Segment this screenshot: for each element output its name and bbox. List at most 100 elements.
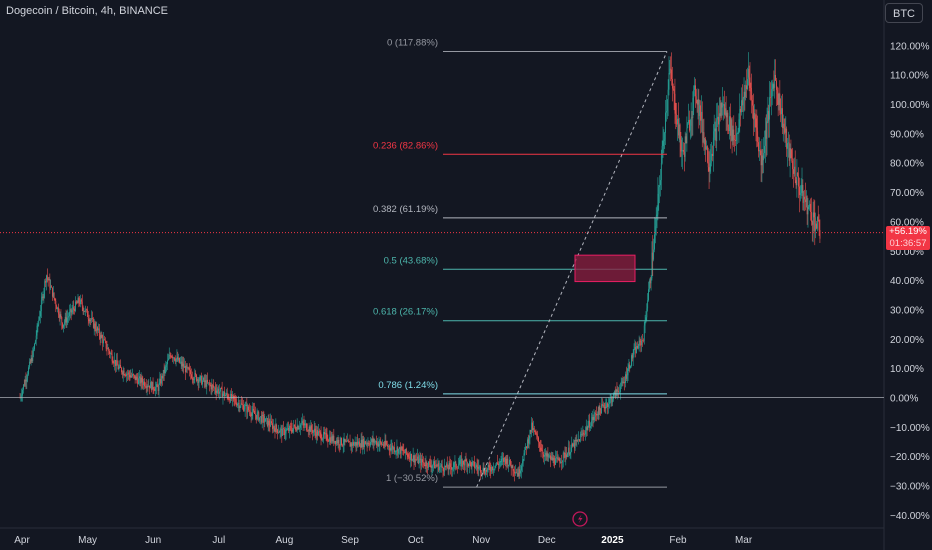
candle-body (263, 416, 265, 423)
candle-body (43, 291, 45, 298)
candle-body (186, 365, 188, 368)
candle-body (751, 91, 753, 101)
candle-body (715, 128, 717, 142)
candle-body (63, 322, 65, 325)
candle-body (590, 420, 592, 427)
candle-body (251, 412, 253, 416)
time-axis-tick-label: Dec (538, 535, 556, 546)
candle-body (704, 139, 706, 145)
target-zone-box[interactable] (574, 254, 636, 283)
candle-body (348, 441, 350, 443)
candle-body (39, 316, 41, 320)
candle-body (702, 132, 704, 133)
symbol-title: Dogecoin / Bitcoin, 4h, BINANCE (6, 5, 169, 17)
lightning-icon[interactable] (572, 511, 588, 527)
candle-body (73, 307, 75, 309)
candle-body (99, 335, 101, 339)
candle-body (407, 454, 409, 457)
candle-body (508, 464, 510, 467)
candle-body (506, 458, 508, 464)
candle-body (560, 462, 562, 464)
currency-button[interactable]: BTC (885, 3, 923, 23)
candle-body (515, 472, 517, 474)
candle-body (85, 309, 87, 312)
candle-body (191, 374, 192, 379)
candle-body (571, 443, 573, 448)
candle-body (75, 301, 76, 311)
candle-body (479, 466, 481, 467)
candle-body (30, 357, 32, 363)
candle-body (323, 431, 324, 439)
candle-body (244, 405, 246, 410)
candle-body (23, 384, 24, 390)
candle-body (384, 440, 386, 446)
candle-body (527, 439, 528, 449)
candle-body (203, 377, 205, 383)
candle-body (104, 339, 106, 342)
candle-body (265, 418, 267, 422)
candle-body (71, 310, 73, 313)
candle-body (387, 444, 388, 447)
candle-body (771, 89, 773, 91)
candle-body (35, 335, 37, 341)
fib-level-label: 0.618 (26.17%) (373, 307, 438, 318)
candle-body (619, 392, 620, 393)
candle-body (209, 384, 211, 386)
candle-body (65, 316, 67, 323)
candle-body (405, 448, 406, 454)
candle-body (504, 457, 506, 459)
candle-body (471, 462, 473, 468)
candle-body (411, 453, 412, 461)
candle-body (266, 418, 268, 427)
candle-body (76, 303, 78, 304)
price-axis-tick-label: 20.00% (890, 335, 924, 346)
fib-level-label: 0.236 (82.86%) (373, 140, 438, 151)
candle-body (279, 429, 281, 433)
candle-body (194, 373, 196, 380)
fib-retracement[interactable]: 0 (117.88%) 0.236 (82.86%) 0.382 (61.19%) 0… (373, 38, 667, 488)
candle-body (434, 465, 436, 469)
candle-body (120, 365, 122, 368)
price-axis[interactable]: 120.00% 110.00% 100.00% 90.00% 80.00% 70.00% 6… (890, 41, 930, 522)
trend-line[interactable] (476, 51, 668, 488)
candle-body (552, 457, 554, 461)
candle-body (31, 357, 33, 362)
candle-body (113, 362, 115, 364)
candle-body (149, 385, 151, 389)
candle-body (379, 440, 381, 444)
candle-body (503, 457, 505, 462)
candle-body (236, 402, 238, 406)
candle-body (252, 409, 254, 413)
candle-body (484, 472, 486, 475)
candle-body (183, 363, 185, 368)
candle-body (34, 343, 35, 350)
candle-body (303, 423, 305, 426)
candle-body (321, 439, 323, 441)
candle-body (104, 339, 105, 340)
candle-body (62, 322, 64, 328)
candle-body (655, 216, 657, 227)
candle-body (575, 439, 577, 442)
candle-body (92, 317, 93, 319)
candle-body (509, 459, 510, 465)
candle-body (26, 377, 28, 382)
candle-body (345, 440, 347, 442)
candle-body (40, 299, 42, 312)
candle-body (127, 373, 128, 375)
candle-body (753, 105, 754, 120)
price-axis-tick-label: 40.00% (890, 276, 924, 287)
candle-body (231, 394, 233, 399)
candle-body (175, 358, 177, 362)
candle-body (455, 461, 457, 468)
candle-body (40, 311, 41, 317)
candle-body (806, 196, 808, 215)
candle-body (22, 389, 23, 396)
candle-body (132, 374, 133, 377)
candle-body (359, 441, 360, 447)
fib-level-label: 0.786 (1.24%) (378, 380, 438, 391)
candle-body (638, 340, 640, 348)
candle-body (634, 347, 636, 350)
candle-body (262, 414, 264, 417)
time-axis[interactable]: Apr May Jun Jul Aug Sep Oct Nov Dec 2025 Feb Mar (14, 535, 753, 546)
